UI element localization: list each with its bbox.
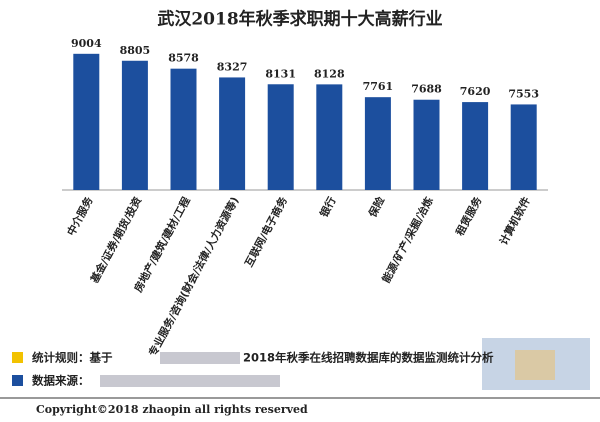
bar <box>73 53 100 191</box>
x-tick-label: 基金/证券/期货/投资 <box>87 194 144 286</box>
note-label: 统计规则：基于 <box>32 351 113 365</box>
value-label: 8327 <box>217 60 248 73</box>
value-label: 7553 <box>508 87 539 100</box>
bar <box>510 104 537 190</box>
value-label: 7688 <box>411 83 442 96</box>
x-tick-label: 银行 <box>317 194 339 219</box>
x-tick-label: 保险 <box>365 194 387 220</box>
x-tick-label: 互联网/电子商务 <box>242 194 290 269</box>
legend-swatch <box>12 375 23 386</box>
bar <box>364 97 391 190</box>
x-tick-label: 房地产/建筑/建材/工程 <box>132 194 193 294</box>
x-tick-label: 能源/矿产/采掘/冶炼 <box>379 194 436 285</box>
value-label: 7761 <box>363 80 394 93</box>
bar <box>170 68 197 190</box>
bar <box>316 84 343 190</box>
x-tick-label: 专业服务/咨询(财会/法律/人力资源等) <box>146 195 241 359</box>
note-text: 2018年秋季在线招聘数据库的数据监测统计分析 <box>243 351 494 365</box>
note-label: 数据来源： <box>32 374 90 388</box>
bar <box>413 99 440 190</box>
x-tick-label: 计算机软件 <box>497 194 533 247</box>
chart-title: 武汉2018年秋季求职期十大高薪行业 <box>157 9 442 30</box>
value-label: 9004 <box>71 37 102 50</box>
bar <box>121 60 148 190</box>
value-label: 8128 <box>314 67 345 80</box>
x-tick-label: 中介服务 <box>64 194 95 238</box>
value-label: 8131 <box>265 67 296 80</box>
copyright: Copyright©2018 zhaopin all rights reserv… <box>36 403 308 416</box>
bar <box>462 102 489 190</box>
bar <box>219 77 246 190</box>
blurred-text <box>160 352 240 364</box>
value-label: 8578 <box>168 52 199 65</box>
legend-swatch <box>12 352 23 363</box>
value-label: 8805 <box>120 44 151 57</box>
bar <box>267 84 294 190</box>
blurred-image <box>515 350 555 380</box>
x-tick-label: 租赁服务 <box>453 194 484 238</box>
value-label: 7620 <box>460 85 491 98</box>
blurred-text <box>100 375 280 387</box>
